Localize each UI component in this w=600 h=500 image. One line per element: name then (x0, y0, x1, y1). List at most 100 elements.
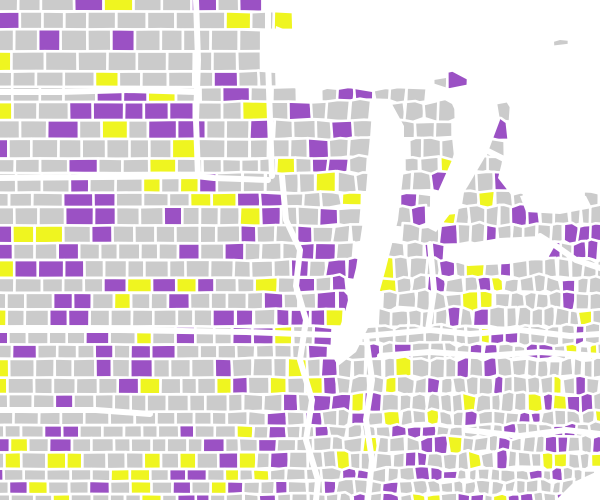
county-polygon (274, 307, 292, 329)
county-polygon (26, 436, 51, 454)
county-polygon (125, 276, 154, 294)
county-polygon (44, 467, 72, 483)
county-polygon (195, 451, 220, 471)
county-polygon (0, 492, 12, 500)
county-polygon (195, 376, 218, 396)
county-polygon (186, 436, 205, 454)
state-border-line (279, 173, 321, 500)
county-polygon (101, 423, 126, 440)
state-border-line (467, 327, 600, 339)
state-border-line (265, 0, 275, 179)
county-polygon (165, 50, 196, 73)
county-polygon (69, 467, 93, 483)
county-polygon (195, 276, 216, 295)
county-polygon (437, 222, 461, 247)
county-polygon (272, 9, 295, 32)
county-polygon (0, 50, 13, 73)
county-polygon (235, 191, 263, 209)
county-polygon (63, 205, 96, 227)
county-polygon (240, 99, 271, 123)
county-polygon (80, 137, 108, 161)
county-polygon (297, 171, 317, 195)
county-polygon (65, 450, 84, 471)
county-polygon (232, 258, 253, 280)
county-polygon (196, 10, 227, 32)
county-polygon (75, 343, 97, 361)
county-polygon (439, 491, 460, 500)
county-polygon (43, 49, 79, 73)
county-polygon (154, 224, 177, 245)
county-polygon (224, 137, 251, 160)
county-polygon (284, 424, 303, 441)
state-border-line (0, 173, 271, 183)
county-polygon (129, 392, 149, 414)
county-polygon (529, 451, 543, 469)
county-polygon (115, 10, 148, 31)
county-polygon (526, 391, 545, 414)
county-polygon (110, 27, 137, 53)
county-polygon (287, 100, 314, 122)
county-polygon (37, 205, 67, 228)
county-polygon (42, 423, 64, 440)
county-polygon (238, 205, 263, 228)
county-polygon (166, 70, 195, 89)
county-polygon (13, 276, 44, 295)
county-polygon (243, 241, 263, 263)
county-polygon (69, 492, 94, 500)
state-border-line (377, 349, 600, 359)
county-polygon (230, 375, 250, 396)
water-layer (262, 0, 600, 500)
county-polygon (380, 490, 401, 500)
county-polygon (192, 307, 214, 329)
county-polygon (37, 410, 63, 427)
county-polygon (121, 157, 151, 175)
state-border-line (463, 427, 600, 439)
county-polygon (0, 157, 17, 175)
county-polygon (116, 241, 142, 262)
county-polygon (57, 137, 83, 160)
county-polygon (451, 409, 466, 429)
county-polygon (155, 410, 178, 427)
county-polygon (223, 436, 241, 454)
county-polygon (491, 492, 510, 500)
county-polygon (148, 137, 173, 161)
county-polygon (128, 467, 152, 483)
county-polygon (313, 169, 338, 195)
county-polygon (392, 254, 412, 282)
county-polygon (3, 423, 23, 440)
county-polygon (114, 205, 142, 227)
county-polygon (293, 156, 314, 175)
county-polygon (0, 258, 16, 280)
county-polygon (111, 223, 136, 245)
county-polygon (53, 357, 75, 379)
county-polygon (237, 436, 260, 454)
county-polygon (259, 205, 283, 227)
county-polygon (313, 274, 334, 294)
county-polygon (0, 436, 12, 454)
county-polygon (90, 492, 112, 500)
county-polygon (489, 275, 505, 294)
county-polygon (424, 407, 442, 427)
county-polygon (192, 410, 214, 427)
county-polygon (110, 357, 132, 380)
county-polygon (128, 137, 151, 160)
county-polygon (310, 225, 336, 246)
county-polygon (117, 70, 143, 89)
county-polygon (45, 118, 81, 141)
county-polygon (324, 491, 341, 500)
county-polygon (150, 276, 178, 294)
county-polygon (204, 392, 230, 414)
county-polygon (71, 357, 97, 380)
county-polygon (130, 307, 155, 328)
water-body (448, 236, 556, 266)
county-polygon (175, 307, 195, 328)
county-polygon (174, 343, 202, 361)
county-polygon (217, 205, 242, 228)
county-polygon (112, 291, 133, 311)
county-polygon (77, 118, 103, 141)
county-polygon (114, 191, 145, 209)
county-polygon (19, 423, 46, 440)
county-polygon (47, 307, 70, 328)
county-polygon (167, 467, 188, 483)
